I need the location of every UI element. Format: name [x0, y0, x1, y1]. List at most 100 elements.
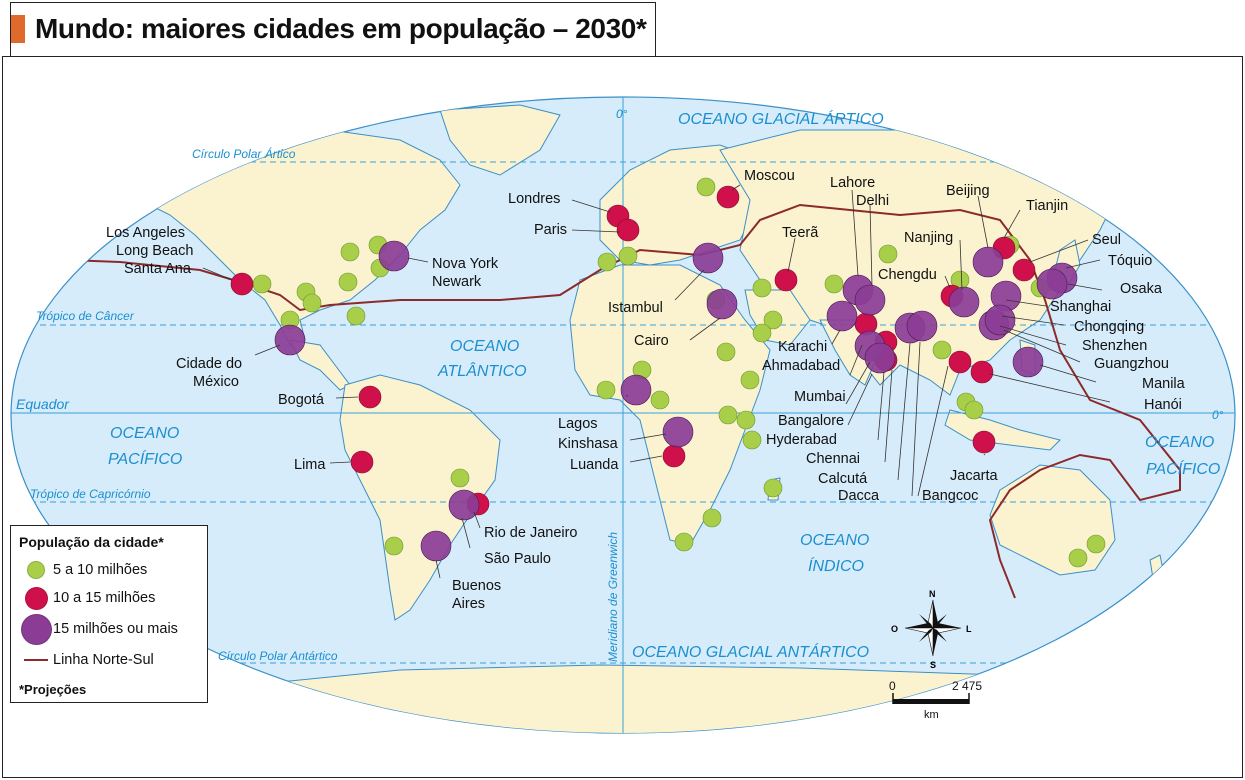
city-label: Long Beach [116, 243, 193, 259]
label-glacial-artico: OCEANO GLACIAL ÁRTICO [678, 109, 884, 128]
scale-unit: km [924, 709, 939, 721]
red-city-marker [230, 272, 254, 296]
purple-city-marker [1012, 346, 1044, 378]
city-label: Calcutá [818, 471, 868, 487]
city-labels: Los Angeles Long Beach Santa Ana Nova Yo… [106, 168, 1186, 612]
label-zero-top: 0° [616, 107, 628, 121]
green-city-marker [597, 252, 617, 272]
green-city-marker [338, 272, 358, 292]
city-label: Guangzhou [1094, 356, 1169, 372]
purple-city-marker [706, 288, 738, 320]
green-city-marker [740, 370, 760, 390]
label-indico-1: OCEANO [800, 532, 869, 549]
city-label: Chennai [806, 451, 860, 467]
green-city-marker [650, 390, 670, 410]
label-pacifico-w-2: PACÍFICO [108, 449, 182, 468]
label-equator: Equador [16, 396, 70, 412]
city-label: Tianjin [1026, 198, 1068, 214]
grid-lines [11, 97, 1235, 733]
legend-purple-dot [20, 613, 52, 645]
city-label: Newark [432, 274, 482, 290]
city-label: Bangcoc [922, 488, 978, 504]
title-accent [11, 15, 25, 43]
purple-city-marker [854, 284, 886, 316]
red-city-marker [972, 430, 996, 454]
city-label: Los Angeles [106, 225, 185, 241]
australia [989, 464, 1116, 576]
purple-city-marker [448, 489, 480, 521]
label-glacial-antartico: OCEANO GLACIAL ANTÁRTICO [632, 642, 869, 661]
legend-green-label: 5 a 10 milhões [53, 562, 148, 578]
green-city-marker [596, 380, 616, 400]
red-city-marker [716, 185, 740, 209]
green-city-marker [450, 468, 470, 488]
label-pacifico-e-1: OCEANO [1145, 434, 1214, 451]
legend-row-line: Linha Norte-Sul [19, 646, 199, 674]
green-city-marker [763, 478, 783, 498]
ocean-labels: OCEANO GLACIAL ÁRTICO OCEANO ATLÂNTICO O… [108, 109, 1220, 661]
scale-bar: 0 2 475 km [889, 679, 982, 721]
legend-title: População da cidade* [19, 534, 164, 550]
city-label: Aires [452, 596, 485, 612]
legend-line-label: Linha Norte-Sul [53, 652, 154, 668]
label-atlantico-1: OCEANO [450, 338, 519, 355]
green-city-marker [302, 293, 322, 313]
green-city-marker [932, 340, 952, 360]
red-city-marker [948, 350, 972, 374]
city-label: Ahmadabad [762, 358, 840, 374]
city-label: Chongqing [1074, 319, 1144, 335]
red-city-marker [358, 385, 382, 409]
city-label: Jacarta [950, 468, 998, 484]
city-label: São Paulo [484, 551, 551, 567]
purple-city-marker [972, 246, 1004, 278]
label-pacifico-w-1: OCEANO [110, 425, 179, 442]
city-label: Dacca [838, 488, 880, 504]
green-city-marker [718, 405, 738, 425]
red-city-marker [350, 450, 374, 474]
city-label: Seul [1092, 232, 1121, 248]
purple-city-markers [274, 240, 1078, 562]
label-indico-2: ÍNDICO [808, 556, 864, 575]
leader-lines [202, 184, 1111, 579]
city-label: Santa Ana [124, 261, 192, 277]
label-pacifico-e-2: PACÍFICO [1146, 459, 1220, 478]
green-city-marker [824, 274, 844, 294]
red-city-marker [616, 218, 640, 242]
green-city-marker [964, 400, 984, 420]
green-city-marker [716, 342, 736, 362]
red-city-markers [230, 185, 1036, 516]
city-label: Cidade do [176, 356, 242, 372]
city-label: Chengdu [878, 267, 937, 283]
south-america [339, 374, 501, 621]
page-title: Mundo: maiores cidades em população – 20… [35, 13, 647, 44]
green-city-marker [878, 244, 898, 264]
green-city-marker [384, 536, 404, 556]
compass-rose: N S L O [891, 589, 972, 670]
green-city-marker [702, 508, 722, 528]
city-label: Shenzhen [1082, 338, 1147, 354]
compass-l: L [966, 624, 972, 634]
city-label: Nanjing [904, 230, 953, 246]
legend-red-label: 10 a 15 milhões [53, 590, 156, 606]
city-label: Paris [534, 222, 567, 238]
purple-city-marker [274, 324, 306, 356]
legend-row-purple: 15 milhões ou mais [19, 612, 199, 646]
red-city-marker [1012, 258, 1036, 282]
label-zero-right: 0° [1212, 408, 1224, 422]
city-label: Shanghai [1050, 299, 1111, 315]
label-tropic-capricorn: Trópico de Capricórnio [30, 487, 151, 501]
purple-city-marker [1036, 268, 1068, 300]
city-label: Lahore [830, 175, 875, 191]
label-meridian: Meridiano de Greenwich [606, 532, 620, 662]
green-city-marker [252, 274, 272, 294]
compass-s: S [930, 660, 936, 670]
green-city-marker [763, 310, 783, 330]
city-label: Hanói [1144, 397, 1182, 413]
scale-zero: 0 [889, 679, 896, 693]
purple-city-marker [906, 310, 938, 342]
city-label: Beijing [946, 183, 990, 199]
purple-city-marker [948, 286, 980, 318]
title-tab: Mundo: maiores cidades em população – 20… [10, 2, 656, 56]
legend-red-dot [24, 586, 48, 610]
label-antarctic-circle: Círculo Polar Antártico [218, 649, 338, 663]
